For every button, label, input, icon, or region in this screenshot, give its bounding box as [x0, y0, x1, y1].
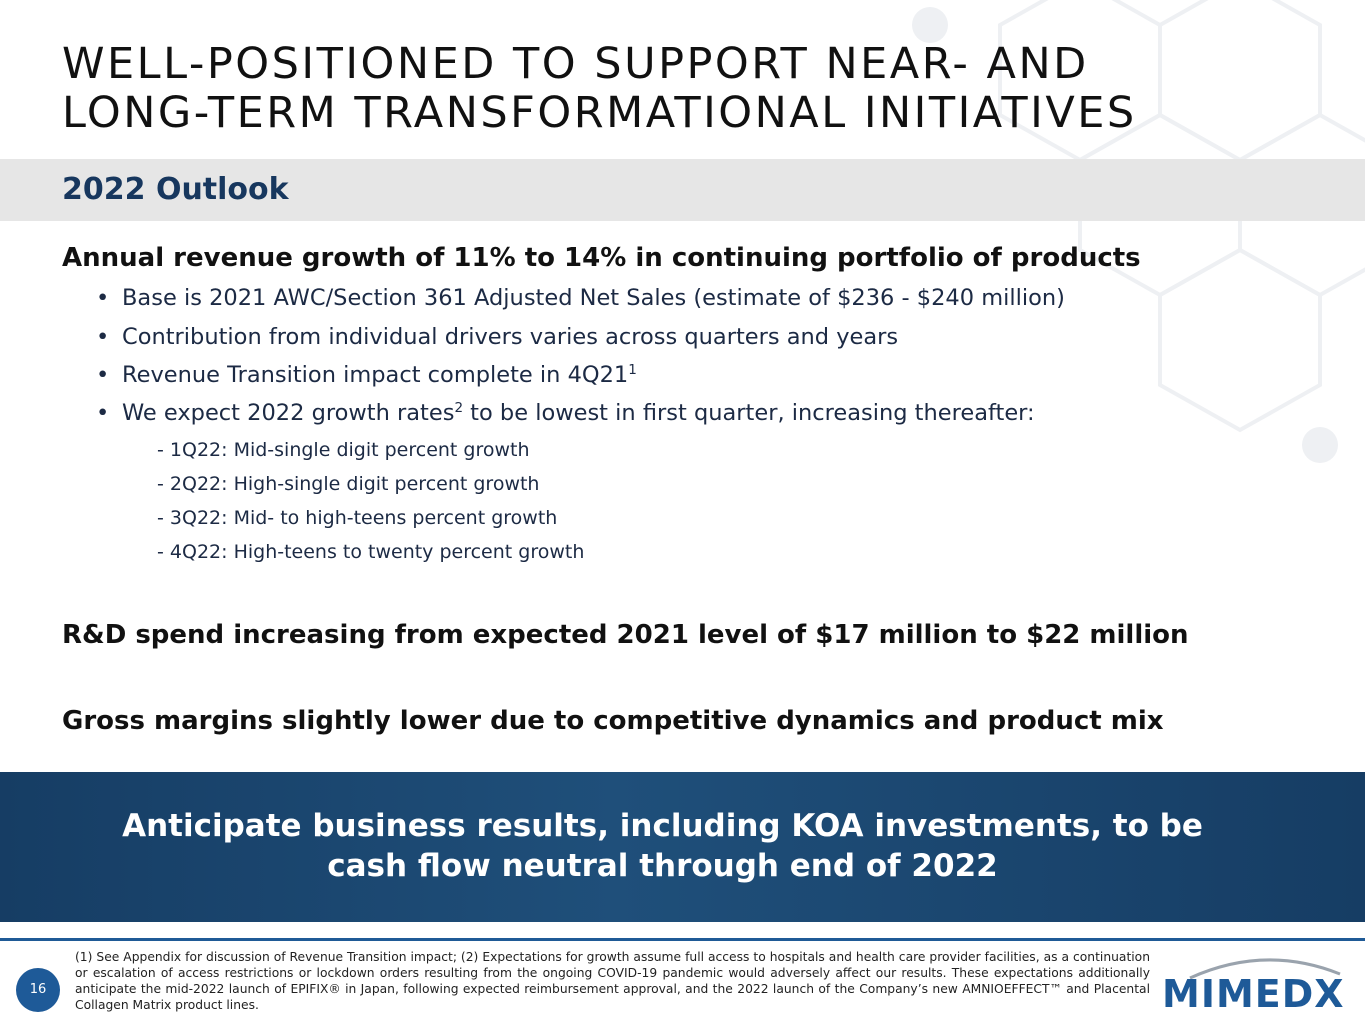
- title: WELL-POSITIONED TO SUPPORT NEAR- AND LON…: [62, 40, 1137, 138]
- sub-text: 3Q22: Mid- to high-teens percent growth: [169, 507, 558, 529]
- footer-rule: [0, 938, 1365, 941]
- bullet: • We expect 2022 growth rates2 to be lowe…: [96, 399, 1035, 426]
- logo-arc: [1189, 958, 1341, 980]
- banner-line: cash flow neutral through end of 2022: [327, 848, 998, 884]
- bullet-text: Contribution from individual drivers var…: [122, 324, 899, 350]
- sub-text: 2Q22: High-single digit percent growth: [169, 473, 540, 495]
- point-heading: Gross margins slightly lower due to comp…: [62, 706, 1164, 736]
- section-band: [0, 159, 1365, 221]
- point-heading: Annual revenue growth of 11% to 14% in c…: [62, 243, 1141, 273]
- footnote-ref: 2: [454, 399, 464, 416]
- hex-node: [1302, 427, 1338, 463]
- logo: MIMEDX: [1162, 972, 1345, 1016]
- title-line: LONG-TERM TRANSFORMATIONAL INITIATIVES: [62, 88, 1137, 138]
- bullet: • Revenue Transition impact complete in 4…: [96, 361, 637, 388]
- bullet-text: to be lowest in first quarter, increasin…: [463, 400, 1035, 426]
- footnote: (1) See Appendix for discussion of Reven…: [75, 950, 1150, 1012]
- bullet-text: Revenue Transition impact complete in 4Q…: [122, 362, 629, 388]
- title-line: WELL-POSITIONED TO SUPPORT NEAR- AND: [62, 39, 1089, 89]
- banner: [0, 772, 1365, 922]
- page-number: 16: [16, 968, 60, 1012]
- hex-node: [912, 7, 948, 43]
- bullet-text: Base is 2021 AWC/Section 361 Adjusted Ne…: [122, 285, 1065, 311]
- bullet: • Base is 2021 AWC/Section 361 Adjusted N…: [96, 285, 1065, 311]
- sub-bullet: - 4Q22: High-teens to twenty percent gro…: [157, 541, 585, 563]
- section-title: 2022 Outlook: [62, 172, 289, 207]
- sub-text: 4Q22: High-teens to twenty percent growt…: [169, 541, 585, 563]
- sub-bullet: - 2Q22: High-single digit percent growth: [157, 473, 540, 495]
- sub-bullet: - 3Q22: Mid- to high-teens percent growt…: [157, 507, 558, 529]
- sub-text: 1Q22: Mid-single digit percent growth: [169, 439, 530, 461]
- footnote-ref: 1: [628, 361, 637, 378]
- bullet: • Contribution from individual drivers va…: [96, 324, 899, 350]
- point-heading: R&D spend increasing from expected 2021 …: [62, 620, 1189, 650]
- banner-line: Anticipate business results, including K…: [122, 808, 1203, 844]
- sub-bullet: - 1Q22: Mid-single digit percent growth: [157, 439, 530, 461]
- bullet-text: We expect 2022 growth rates: [122, 400, 455, 426]
- banner-text: Anticipate business results, including K…: [0, 806, 1325, 886]
